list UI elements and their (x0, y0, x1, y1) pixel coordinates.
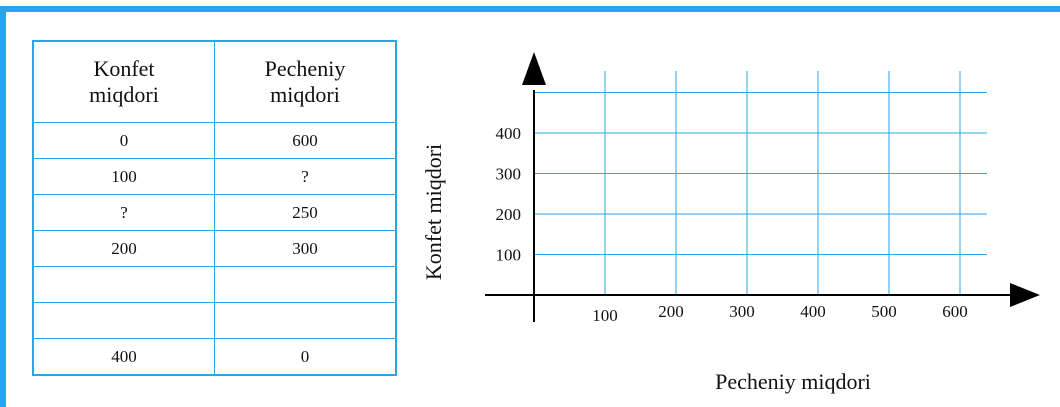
table-cell-pecheniy: 250 (214, 194, 397, 231)
table-cell-pecheniy (214, 302, 397, 339)
x-tick-label: 500 (871, 302, 897, 321)
chart-grid (534, 71, 987, 295)
table-cell-konfet (32, 302, 215, 339)
table-row: 0 600 (32, 122, 397, 159)
column-header-konfet: Konfet miqdori (32, 40, 215, 123)
chart-tick-labels: 100 200 300 400 500 600 100 200 300 400 (496, 124, 968, 325)
column-header-line: miqdori (89, 82, 159, 107)
table-cell-konfet: 400 (32, 338, 215, 376)
table-row: 400 0 (32, 338, 397, 376)
table-row: ? 250 (32, 194, 397, 231)
table-cell-konfet: ? (32, 194, 215, 231)
x-tick-label: 300 (729, 302, 755, 321)
table-cell-konfet: 0 (32, 122, 215, 159)
table-row: 200 300 (32, 230, 397, 267)
table-cell-pecheniy (214, 266, 397, 303)
table-cell-pecheniy: 600 (214, 122, 397, 159)
y-tick-label: 300 (496, 165, 522, 184)
x-axis-arrow-icon (1010, 283, 1040, 307)
y-tick-label: 200 (496, 205, 522, 224)
table-row (32, 266, 397, 303)
table-cell-pecheniy: ? (214, 158, 397, 195)
table-cell-konfet: 100 (32, 158, 215, 195)
table-cell-konfet (32, 266, 215, 303)
column-header-pecheniy: Pecheniy miqdori (214, 40, 397, 123)
column-header-line: Konfet (93, 56, 155, 81)
table-row: 100 ? (32, 158, 397, 195)
chart-axes (485, 52, 1040, 322)
x-tick-label: 400 (800, 302, 826, 321)
x-tick-label: 600 (942, 302, 968, 321)
table-cell-konfet: 200 (32, 230, 215, 267)
table-cell-pecheniy: 0 (214, 338, 397, 376)
x-tick-label: 100 (592, 306, 618, 325)
y-tick-label: 400 (496, 124, 522, 143)
table-row (32, 302, 397, 339)
coordinate-chart: 100 200 300 400 500 600 100 200 300 400 Konfet mi… (421, 52, 1040, 394)
y-axis-title: Konfet miqdori (421, 144, 446, 280)
table-cell-pecheniy: 300 (214, 230, 397, 267)
y-axis-arrow-icon (522, 52, 546, 85)
data-table-container: Konfet miqdori Pecheniy miqdori 0 600 10… (32, 40, 397, 376)
x-tick-label: 200 (658, 302, 684, 321)
column-header-line: miqdori (270, 82, 340, 107)
table-header-row: Konfet miqdori Pecheniy miqdori (32, 40, 397, 123)
y-tick-label: 100 (496, 246, 522, 265)
column-header-line: Pecheniy (264, 56, 346, 81)
x-axis-title: Pecheniy miqdori (715, 369, 871, 394)
data-table: Konfet miqdori Pecheniy miqdori 0 600 10… (32, 40, 397, 376)
